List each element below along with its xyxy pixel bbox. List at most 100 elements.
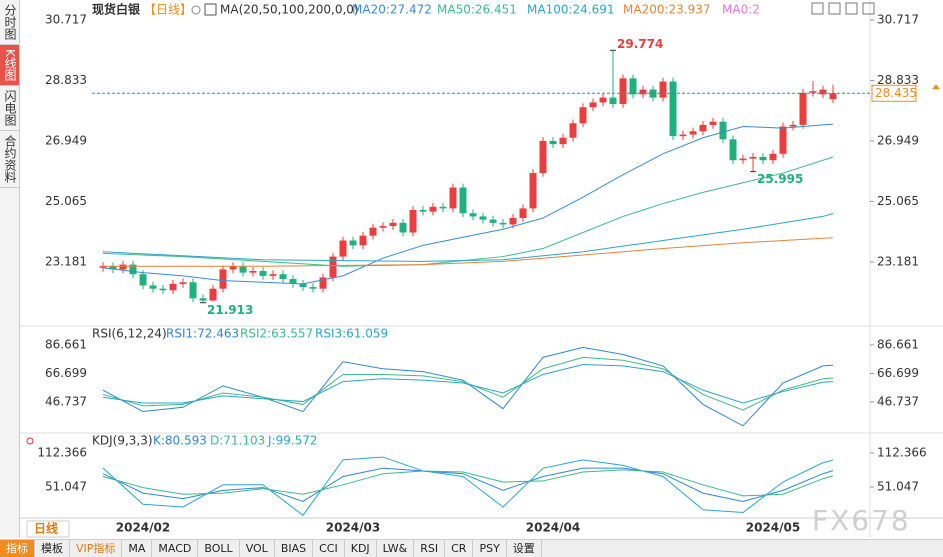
toolbar-item[interactable]: BIAS <box>275 540 314 557</box>
side-tab[interactable]: 分时图 <box>0 0 19 45</box>
y-tick-label: 46.737 <box>45 394 87 408</box>
candle-body <box>789 124 797 127</box>
legend-entry: RSI3:61.059 <box>315 327 388 341</box>
candle-body <box>569 123 577 138</box>
toolbar-item[interactable]: 设置 <box>507 540 542 557</box>
last-price-box <box>871 84 917 102</box>
candle-body <box>529 173 537 209</box>
candle-body <box>199 298 207 301</box>
candle-body <box>679 134 687 137</box>
legend-entry: D:71.103 <box>210 434 265 448</box>
legend-entry: J:99.572 <box>267 434 318 448</box>
toolbar-icons <box>811 2 875 15</box>
candle-body <box>639 89 647 95</box>
y-tick-label: 112.366 <box>37 445 87 459</box>
indicator-line <box>102 456 834 517</box>
candle-body <box>459 187 467 214</box>
candle-body <box>269 274 277 276</box>
chart: 现货白银 【日线】 MA(20,50,100,200,0,0) MA0:2 RS… <box>20 0 943 538</box>
candle-body <box>389 222 397 227</box>
y-tick-label: 26.949 <box>877 133 919 147</box>
toolbar-item[interactable]: LW& <box>377 540 415 557</box>
annotation-label: 25.995 <box>757 172 803 186</box>
candle-body <box>189 282 197 299</box>
indicator-line <box>102 467 834 502</box>
annotation-label: 29.774 <box>617 37 663 51</box>
indicator-toolbar: 指标 模板 VIP指标 MA MACD BOLL VOL BIAS CCI KDJ LW& RSI CR… <box>0 539 943 557</box>
legend-entry: RSI1:72.463 <box>166 327 239 341</box>
toolbar-item[interactable]: KDJ <box>345 540 377 557</box>
candle-body <box>209 288 217 301</box>
toolbar-item[interactable]: PSY <box>473 540 507 557</box>
candle-body <box>159 288 167 291</box>
candle-body <box>149 285 157 289</box>
candle-body <box>709 121 717 125</box>
candle-body <box>109 266 117 270</box>
candle-body <box>519 208 527 219</box>
y-tick-label: 28.833 <box>45 73 87 87</box>
toolbar-item[interactable]: MACD <box>152 540 199 557</box>
x-tick-label: 2024/03 <box>326 521 380 535</box>
candle-body <box>279 274 287 280</box>
x-tick-label: 2024/02 <box>116 521 170 535</box>
candle-body <box>219 269 227 289</box>
side-tabs: 分时图 K线图 闪电图 合约资料 <box>0 0 20 538</box>
period-selector-label[interactable]: 日线 <box>34 521 58 536</box>
candle-body <box>599 97 607 103</box>
icon[interactable] <box>26 437 34 445</box>
y-tick-label: 86.661 <box>877 337 919 351</box>
toolbar-item[interactable]: VOL <box>240 540 275 557</box>
candle-body <box>689 131 697 135</box>
candle-body <box>409 210 417 233</box>
candle-body <box>129 264 137 275</box>
candle-body <box>699 124 707 132</box>
rsi-title: RSI(6,12,24) <box>92 327 167 341</box>
toolbar-item[interactable]: MA <box>122 540 153 557</box>
toolbar-item[interactable]: CCI <box>313 540 345 557</box>
toolbar-item[interactable]: BOLL <box>198 540 240 557</box>
indicator-line <box>102 356 834 411</box>
x-tick-label: 2024/05 <box>746 521 800 535</box>
toolbar-item[interactable]: CR <box>445 540 474 557</box>
candle-body <box>799 92 807 125</box>
candle-body <box>179 282 187 284</box>
icon[interactable] <box>204 3 217 16</box>
candle-body <box>819 89 827 95</box>
side-tab[interactable]: 合约资料 <box>0 131 19 188</box>
icon[interactable] <box>191 5 201 15</box>
y-tick-label: 86.661 <box>45 337 87 351</box>
y-tick-label: 25.065 <box>45 194 87 208</box>
legend-entry: MA20:27.472 <box>352 3 432 17</box>
icon[interactable] <box>845 2 858 15</box>
side-tab[interactable]: K线图 <box>0 45 19 86</box>
icon[interactable] <box>862 2 875 15</box>
toolbar-item[interactable]: VIP指标 <box>70 540 123 557</box>
y-tick-label: 51.047 <box>877 480 919 494</box>
toolbar-item[interactable]: RSI <box>414 540 446 557</box>
candle-body <box>99 266 107 268</box>
candle-body <box>429 206 437 212</box>
legend-entry: MA50:26.451 <box>437 3 517 17</box>
watermark: FX678 <box>812 504 911 537</box>
candle-body <box>259 271 267 276</box>
candle-body <box>369 227 377 236</box>
candle-body <box>779 126 787 154</box>
side-tab[interactable]: 闪电图 <box>0 86 19 131</box>
candle-body <box>439 206 447 209</box>
candle-body <box>119 264 127 270</box>
candle-body <box>829 93 837 100</box>
toolbar-item[interactable]: 指标 <box>0 540 35 557</box>
y-tick-label: 112.366 <box>877 445 927 459</box>
toolbar-item[interactable]: 模板 <box>35 540 70 557</box>
icon[interactable] <box>811 2 824 15</box>
candle-body <box>479 216 487 220</box>
icon[interactable] <box>828 2 841 15</box>
legend-entry: MA100:24.691 <box>527 3 615 17</box>
candle-body <box>399 222 407 233</box>
candle-body <box>419 210 427 212</box>
candle-body <box>749 157 757 159</box>
legend-entry: RSI2:63.557 <box>240 327 313 341</box>
candle-body <box>719 121 727 140</box>
ma0-label: MA0:2 <box>722 3 760 17</box>
period-selector[interactable] <box>26 520 70 538</box>
